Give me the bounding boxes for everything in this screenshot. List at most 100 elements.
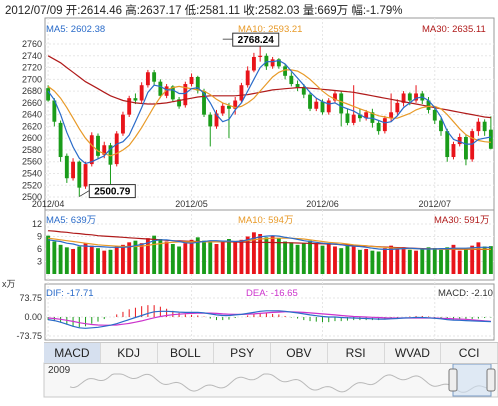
candle-body xyxy=(114,133,119,165)
candle-body xyxy=(270,59,275,67)
tab-wvad[interactable]: WVAD xyxy=(385,343,442,363)
price-tick-label: 2740 xyxy=(22,51,42,61)
volume-tick-label: 9 xyxy=(37,232,42,242)
candle-body xyxy=(488,129,493,149)
volume-bar xyxy=(214,244,219,274)
volume-bar xyxy=(314,244,319,274)
volume-bar xyxy=(71,249,75,274)
candle-body xyxy=(351,114,356,123)
price-tick-label: 2540 xyxy=(22,169,42,179)
tab-kdj[interactable]: KDJ xyxy=(101,343,158,363)
volume-bar xyxy=(133,240,138,274)
candle-body xyxy=(301,87,306,95)
volume-bar xyxy=(432,248,437,274)
candle-body xyxy=(439,120,443,132)
volume-bar xyxy=(488,246,493,274)
volume-bar xyxy=(351,246,356,274)
candle-body xyxy=(239,85,244,101)
candle-body xyxy=(357,114,362,119)
volume-bar xyxy=(89,245,94,274)
price-ma30-line xyxy=(47,55,491,119)
ma5-label: MA5: 2602.38 xyxy=(46,24,106,35)
candle-body xyxy=(389,112,394,119)
macd-dif-line xyxy=(48,310,491,329)
candle-body xyxy=(370,112,375,123)
candle-body xyxy=(326,100,331,113)
candle-body xyxy=(364,112,369,119)
overview-left-handle[interactable] xyxy=(448,368,458,392)
macd-value-label: MACD: -2.10 xyxy=(438,288,493,299)
candle-body xyxy=(145,72,150,86)
volume-bar xyxy=(183,243,188,274)
candle-body xyxy=(470,131,475,160)
overview-right-handle[interactable] xyxy=(486,368,496,392)
macd-dea-line xyxy=(48,311,491,326)
macd-tick-label: 73.75 xyxy=(19,293,42,303)
candle-body xyxy=(177,99,182,107)
ma10-label: MA10: 2593.21 xyxy=(238,24,303,35)
volume-bar xyxy=(195,237,200,274)
volume-bar xyxy=(470,245,475,274)
date-tick-label: 2012/06 xyxy=(306,199,339,209)
candle-body xyxy=(308,94,312,109)
price-tick-label: 2600 xyxy=(22,133,42,143)
candle-body xyxy=(432,109,437,121)
volume-bar xyxy=(376,251,381,274)
candle-body xyxy=(46,88,51,101)
candle-body xyxy=(170,86,175,100)
price-tick-label: 2680 xyxy=(22,86,42,96)
price-tick-label: 2620 xyxy=(22,121,42,131)
volume-bar xyxy=(364,249,369,274)
tab-psy[interactable]: PSY xyxy=(214,343,271,363)
candle-body xyxy=(77,161,82,188)
candle-body xyxy=(382,118,387,132)
candle-body xyxy=(214,113,219,127)
volume-bar xyxy=(245,236,250,274)
candle-body xyxy=(121,114,125,134)
tab-cci[interactable]: CCI xyxy=(441,343,498,363)
candle-body xyxy=(108,145,113,165)
price-tick-label: 2560 xyxy=(22,157,42,167)
volume-bar xyxy=(326,243,331,274)
volume-bar xyxy=(58,244,63,274)
price-tick-label: 2640 xyxy=(22,110,42,120)
volume-tick-label: 6 xyxy=(37,244,42,254)
volume-bar xyxy=(108,249,113,274)
volume-bar xyxy=(152,235,157,274)
tab-obv[interactable]: OBV xyxy=(271,343,328,363)
price-tick-label: 2760 xyxy=(22,39,42,49)
candle-body xyxy=(83,164,88,187)
tab-boll[interactable]: BOLL xyxy=(158,343,215,363)
annotation-label: 2500.79 xyxy=(94,187,131,198)
volume-bar xyxy=(395,249,400,274)
tab-rsi[interactable]: RSI xyxy=(328,343,385,363)
overview-range-window xyxy=(452,363,492,397)
candle-body xyxy=(482,121,487,132)
macd-tick-label: 0.00 xyxy=(24,312,42,322)
candle-body xyxy=(345,113,350,123)
annotation-leader xyxy=(79,190,90,197)
volume-bar xyxy=(202,240,206,274)
vol-ma10-label: MA10: 594万 xyxy=(238,215,294,226)
date-tick-label: 2012/04 xyxy=(32,199,65,209)
candle-body xyxy=(464,137,468,160)
candle-body xyxy=(220,105,225,114)
volume-bar xyxy=(189,239,194,274)
ma30-label: MA30: 2635.11 xyxy=(422,24,486,35)
volume-bar xyxy=(320,245,325,274)
overview-sparkline xyxy=(69,373,495,393)
candle-body xyxy=(202,91,206,115)
candle-body xyxy=(183,84,188,106)
date-tick-label: 2012/05 xyxy=(175,199,208,209)
volume-bar xyxy=(164,241,169,274)
tab-macd[interactable]: MACD xyxy=(44,343,101,363)
candle-body xyxy=(58,122,63,158)
annotation-box xyxy=(232,32,280,47)
volume-bar xyxy=(233,242,238,274)
volume-bar xyxy=(208,242,213,274)
dea-label: DEA: -16.65 xyxy=(246,288,298,299)
annotation-label: 2768.24 xyxy=(238,35,275,46)
candle-body xyxy=(52,100,57,122)
volume-bar xyxy=(145,238,150,274)
